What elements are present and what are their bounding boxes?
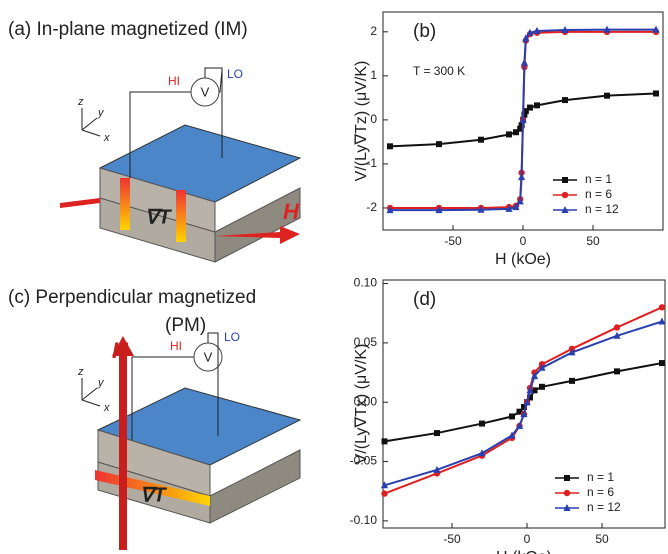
marker <box>509 413 515 419</box>
y-tick-label: 2 <box>370 24 377 38</box>
marker <box>479 421 485 427</box>
axis <box>82 388 97 400</box>
legend-label: n = 6 <box>587 485 614 499</box>
x-tick-label: 50 <box>586 234 600 248</box>
x-tick-label: 0 <box>520 234 527 248</box>
axis-y: y <box>97 107 105 119</box>
annotation: T = 300 K <box>413 64 465 78</box>
grad-label: ∇T <box>145 206 172 228</box>
x-axis-label: H (kOe) <box>495 251 551 268</box>
lo-label: LO <box>227 67 243 81</box>
x-tick-label: 50 <box>595 532 609 546</box>
arrow <box>60 198 100 208</box>
figure: (a) In-plane magnetized (IM) ∇T H V HI L… <box>0 0 668 554</box>
series-line <box>385 322 663 486</box>
marker <box>478 137 484 143</box>
panel-title: (a) In-plane magnetized (IM) <box>8 19 248 40</box>
axis-z: z <box>77 96 84 108</box>
panel-label: (b) <box>413 21 436 42</box>
y-axis-label: V/(Ly∇Tz) (μV/K) <box>353 61 370 182</box>
panel-title: (PM) <box>165 315 206 336</box>
hi-label: HI <box>170 339 182 353</box>
axis-z: z <box>77 366 84 378</box>
panel-title: (c) Perpendicular magnetized <box>8 287 256 308</box>
marker <box>614 368 620 374</box>
y-tick-label: 0 <box>370 112 377 126</box>
marker <box>382 438 388 444</box>
axis <box>82 400 100 406</box>
marker <box>562 97 568 103</box>
x-tick-label: -50 <box>444 234 462 248</box>
legend-marker <box>562 177 568 183</box>
marker <box>604 93 610 99</box>
legend-label: n = 1 <box>587 470 614 484</box>
marker <box>659 304 665 310</box>
legend-label: n = 12 <box>587 500 621 514</box>
hi-label: HI <box>168 74 180 88</box>
marker <box>381 490 387 496</box>
y-axis-label: V/(Ly∇Tx) (μV/K) <box>353 344 370 465</box>
axis-x: x <box>103 132 110 144</box>
marker <box>614 324 620 330</box>
y-tick-label: 1 <box>370 68 377 82</box>
axis <box>82 130 100 136</box>
y-tick-label: -0.10 <box>350 513 378 527</box>
marker <box>527 105 533 111</box>
volt-label: V <box>204 349 213 364</box>
axis-y: y <box>97 377 105 389</box>
series-line <box>385 363 663 441</box>
grad-label: ∇T <box>140 484 167 506</box>
marker <box>659 360 665 366</box>
marker <box>434 430 440 436</box>
y-tick-label: 0.10 <box>354 276 378 290</box>
y-tick-label: -2 <box>366 200 377 214</box>
volt-label: V <box>201 84 210 99</box>
x-tick-label: -50 <box>443 532 461 546</box>
legend-marker <box>564 475 570 481</box>
x-axis-label: H (kOe) <box>496 549 552 554</box>
marker <box>653 90 659 96</box>
arrow <box>176 190 186 242</box>
panel-label: (d) <box>413 289 436 310</box>
box-side <box>210 450 300 523</box>
arrow <box>119 350 127 550</box>
marker <box>539 384 545 390</box>
marker <box>506 131 512 137</box>
field-label: H <box>283 199 300 224</box>
legend-marker <box>564 490 570 496</box>
schematic-c: (c) Perpendicular magnetized (PM) ∇T H V… <box>8 287 300 550</box>
marker <box>387 143 393 149</box>
axis-x: x <box>103 402 110 414</box>
marker <box>436 141 442 147</box>
legend-label: n = 12 <box>585 202 619 216</box>
x-tick-label: 0 <box>524 532 531 546</box>
field-label: H <box>112 338 129 363</box>
marker <box>569 378 575 384</box>
legend-label: n = 1 <box>585 172 612 186</box>
lo-label: LO <box>224 330 240 344</box>
marker <box>521 59 528 66</box>
legend-label: n = 6 <box>585 187 612 201</box>
arrow <box>120 178 130 230</box>
legend-marker <box>562 192 568 198</box>
axis <box>82 118 97 130</box>
schematic-a: (a) In-plane magnetized (IM) ∇T H V HI L… <box>8 19 300 262</box>
marker <box>534 102 540 108</box>
